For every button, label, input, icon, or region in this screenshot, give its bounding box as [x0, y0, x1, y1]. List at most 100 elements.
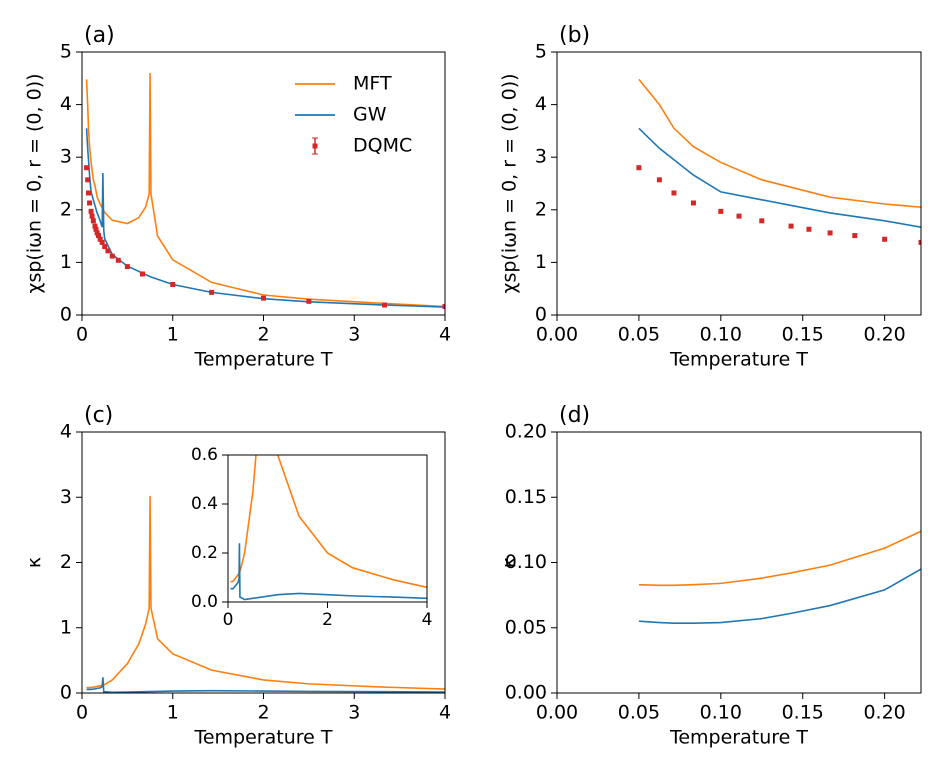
y-tick-label: 0: [535, 304, 547, 326]
data-point: [90, 218, 96, 224]
y-tick-label: 0.2: [191, 543, 218, 563]
plot-area: [230, 455, 427, 601]
y-tick-label: 0.00: [505, 682, 547, 704]
data-point: [261, 295, 266, 301]
y-tick-label: 0: [60, 682, 72, 704]
data-point: [87, 200, 93, 206]
data-point: [209, 289, 215, 295]
data-point: [442, 304, 445, 310]
x-tick-label: 2: [257, 702, 269, 724]
x-tick-label: 4: [439, 324, 451, 346]
x-tick-label: 0.05: [618, 702, 660, 724]
data-point: [92, 223, 98, 229]
inset-frame: [227, 454, 428, 603]
data-point: [84, 165, 90, 171]
y-tick-label: 5: [60, 41, 72, 63]
x-tick-label: 0.05: [618, 324, 660, 346]
data-point: [85, 190, 91, 196]
data-point: [140, 271, 146, 277]
x-tick-label: 0.20: [863, 702, 905, 724]
data-point: [671, 190, 677, 196]
data-point: [105, 248, 111, 254]
y-tick-label: 4: [60, 421, 72, 443]
x-tick-label: 1: [167, 324, 179, 346]
legend-entry: MFT: [295, 73, 392, 95]
y-tick-label: 0.15: [505, 486, 547, 508]
data-point: [97, 236, 103, 242]
legend-label: DQMC: [353, 135, 412, 157]
series-line: [638, 530, 921, 587]
y-tick-label: 2: [60, 198, 72, 220]
y-tick-label: 3: [60, 146, 72, 168]
series-line: [638, 568, 921, 624]
data-point: [306, 298, 312, 304]
x-tick-label: 1: [167, 702, 179, 724]
data-point: [918, 239, 921, 245]
data-point: [827, 230, 833, 236]
y-tick-label: 0: [60, 304, 72, 326]
x-axis-label: Temperature T: [669, 349, 808, 371]
x-tick-label: 0: [76, 702, 88, 724]
data-point: [109, 253, 115, 259]
x-tick-label: 4: [439, 702, 451, 724]
data-point: [656, 177, 662, 183]
y-tick-label: 4: [535, 93, 547, 115]
data-point: [806, 226, 812, 232]
x-tick-label: 0.20: [863, 324, 905, 346]
y-axis-label: χsp(iωn = 0, r = (0, 0)): [24, 73, 46, 293]
plot-area: [84, 73, 445, 310]
x-tick-label: 3: [348, 702, 360, 724]
y-tick-label: 0.05: [505, 616, 547, 638]
y-tick-label: 4: [60, 93, 72, 115]
y-tick-label: 3: [60, 486, 72, 508]
y-tick-label: 0.6: [191, 445, 218, 465]
plot-area: [638, 530, 921, 624]
data-point: [852, 233, 858, 239]
data-point: [124, 264, 130, 270]
x-tick-label: 0.00: [536, 324, 578, 346]
data-point: [718, 208, 724, 214]
data-point: [690, 200, 696, 206]
y-axis-label: κ: [499, 557, 521, 568]
data-point: [636, 165, 642, 171]
y-tick-label: 0.0: [191, 592, 218, 612]
legend-label: MFT: [353, 73, 392, 95]
data-point: [381, 302, 387, 308]
data-point: [115, 257, 121, 263]
subplot: 0.00 0.05 0.10 0.15 0.20 0 1 2 3 4 5 (b) Temperature…: [499, 23, 922, 371]
y-tick-label: 1: [60, 616, 72, 638]
y-tick-label: 0.10: [505, 551, 547, 573]
panel-label: (c): [84, 403, 113, 428]
y-tick-label: 0.4: [191, 494, 218, 514]
panel-label: (a): [84, 23, 115, 48]
x-tick-label: 0.10: [700, 324, 742, 346]
subplot: 0 1 2 3 4 0 1 2 3 4 5 (a) Temperature T χsp(iωn = 0, …: [24, 23, 452, 371]
x-tick-label: 0: [223, 610, 234, 630]
axes-frame: [81, 51, 446, 316]
x-tick-label: 3: [348, 324, 360, 346]
data-point: [99, 239, 105, 245]
y-axis-label: χsp(iωn = 0, r = (0, 0)): [499, 73, 521, 293]
series-line: [85, 128, 445, 308]
y-tick-label: 1: [535, 251, 547, 273]
panel-label: (b): [559, 23, 590, 48]
legend-label: GW: [353, 104, 387, 126]
x-axis-label: Temperature T: [669, 727, 808, 749]
series-line: [86, 677, 445, 693]
axes-frame: [556, 431, 922, 694]
x-tick-label: 0: [76, 324, 88, 346]
plot-area: [636, 78, 921, 245]
x-tick-label: 0.15: [782, 324, 824, 346]
x-tick-label: 2: [322, 610, 333, 630]
data-point: [788, 223, 794, 229]
y-tick-label: 3: [535, 146, 547, 168]
y-tick-label: 0.20: [505, 421, 547, 443]
y-tick-label: 2: [60, 551, 72, 573]
data-point: [85, 177, 91, 183]
series-line: [85, 73, 445, 308]
x-tick-label: 0.00: [536, 702, 578, 724]
data-point: [102, 244, 108, 250]
series-line: [638, 127, 921, 228]
